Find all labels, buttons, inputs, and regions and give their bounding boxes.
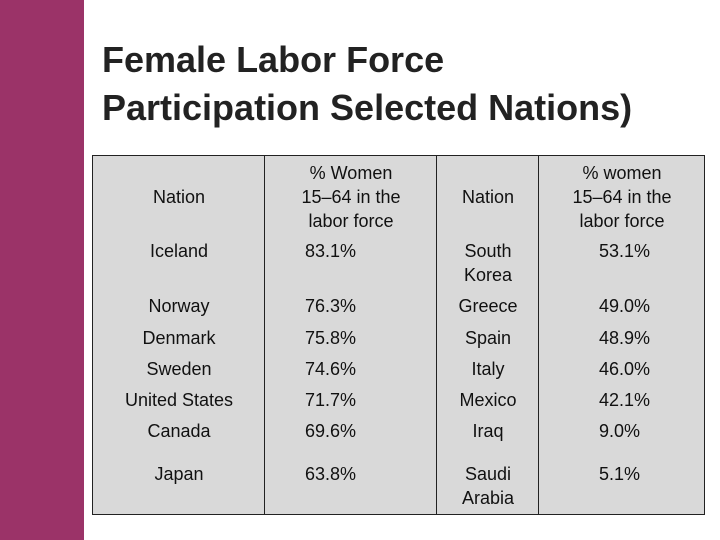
percent-cell: 63.8%	[305, 464, 357, 484]
nation-cell: Iceland	[149, 241, 209, 261]
percent-cell: 49.0%	[599, 296, 651, 316]
percent-cell: 5.1%	[599, 464, 641, 484]
percent-cell: 69.6%	[305, 421, 357, 441]
table-header-row: Nation % Women 15–64 in the labor force …	[93, 161, 704, 235]
nation-cell: Greece	[458, 296, 518, 316]
column-divider	[264, 156, 265, 514]
percent-cell: 42.1%	[599, 390, 651, 410]
nation-cell: Japan	[154, 464, 204, 484]
accent-side-bar	[0, 0, 84, 540]
percent-cell: 75.8%	[305, 328, 357, 348]
column-divider	[538, 156, 539, 514]
percent-cell: 48.9%	[599, 328, 651, 348]
labor-force-table: Nation % Women 15–64 in the labor force …	[92, 155, 705, 515]
header-women-pct-1: % Women 15–64 in the labor force	[301, 163, 401, 231]
percent-cell: 53.1%	[599, 241, 651, 261]
nation-cell: Saudi Arabia	[461, 464, 515, 508]
percent-cell: 9.0%	[599, 421, 641, 441]
nation-cell: Canada	[147, 421, 211, 441]
nation-cell: South Korea	[463, 241, 513, 285]
slide-title: Female Labor Force Participation Selecte…	[102, 36, 702, 132]
nation-cell: Sweden	[146, 359, 212, 379]
title-line-1: Female Labor Force	[102, 39, 445, 80]
nation-cell: Italy	[471, 359, 505, 379]
percent-cell: 74.6%	[305, 359, 357, 379]
nation-cell: United States	[124, 390, 234, 410]
column-divider	[436, 156, 437, 514]
header-nation-2: Nation	[461, 187, 515, 207]
percent-cell: 71.7%	[305, 390, 357, 410]
percent-cell: 46.0%	[599, 359, 651, 379]
percent-cell: 83.1%	[305, 241, 357, 261]
header-women-pct-2: % women 15–64 in the labor force	[572, 163, 672, 231]
nation-cell: Mexico	[459, 390, 517, 410]
nation-cell: Spain	[464, 328, 512, 348]
header-nation-1: Nation	[152, 187, 206, 207]
title-line-2: Participation Selected Nations)	[102, 87, 633, 128]
nation-cell: Iraq	[472, 421, 504, 441]
nation-cell: Denmark	[142, 328, 216, 348]
nation-cell: Norway	[148, 296, 210, 316]
percent-cell: 76.3%	[305, 296, 357, 316]
